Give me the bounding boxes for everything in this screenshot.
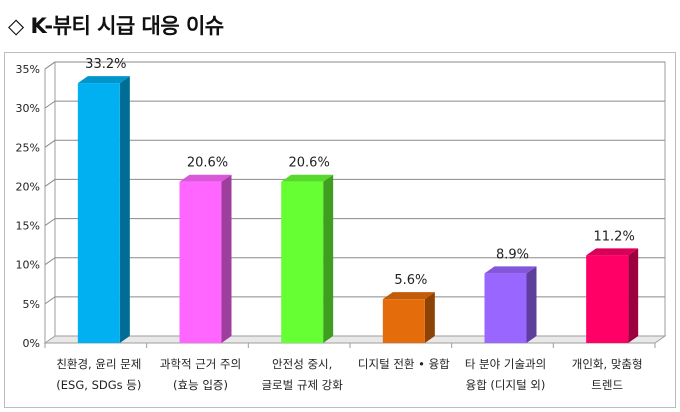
bar	[484, 266, 537, 343]
category-label: 안전성 중시,	[272, 357, 332, 371]
gridline	[44, 296, 665, 305]
gridline	[44, 178, 665, 187]
category-label: 과학적 근거 주의	[160, 357, 241, 371]
category-label: 친환경, 윤리 문제	[56, 357, 141, 371]
gridlines	[44, 61, 665, 305]
bar	[586, 248, 639, 343]
data-label: 11.2%	[594, 229, 635, 244]
page-title: ◇ K-뷰티 시급 대응 이슈	[8, 14, 224, 38]
data-labels: 33.2% 20.6% 20.6% 5.6% 8.9% 11.2%	[85, 57, 635, 288]
chart-walls	[43, 61, 667, 344]
data-label: 5.6%	[394, 273, 427, 288]
gridline	[44, 257, 665, 266]
gridline	[44, 100, 665, 109]
category-label: 트렌드	[591, 378, 623, 392]
y-tick-label: 0%	[23, 337, 40, 350]
data-label: 20.6%	[187, 156, 228, 171]
gridline	[44, 218, 665, 226]
y-tick-label: 5%	[23, 298, 40, 311]
y-tick-label: 25%	[16, 141, 40, 154]
data-label: 33.2%	[85, 57, 126, 72]
gridline	[44, 61, 665, 70]
category-label: 개인화, 맞춤형	[572, 357, 643, 371]
category-label: (효능 입증)	[173, 378, 228, 392]
bar	[77, 76, 130, 343]
back-wall	[54, 61, 666, 337]
y-tick-label: 15%	[16, 220, 40, 233]
bars	[77, 76, 639, 343]
bar-chart: 0% 5% 10% 15% 20% 25% 30% 35% 33.2% 20.6% 20.6% 5.…	[16, 57, 667, 392]
gridline	[44, 139, 665, 148]
y-tick-label: 10%	[16, 259, 40, 272]
bar	[382, 292, 435, 343]
data-label: 20.6%	[289, 156, 330, 171]
category-label: 디지털 전환 • 융합	[358, 357, 450, 371]
category-label: 타 분야 기술과의	[465, 357, 546, 371]
y-axis: 0% 5% 10% 15% 20% 25% 30% 35%	[16, 63, 40, 350]
bar	[179, 174, 232, 343]
floor	[43, 335, 667, 344]
category-labels: 친환경, 윤리 문제 (ESG, SDGs 등) 과학적 근거 주의 (효능 입증) 안…	[44, 343, 656, 392]
category-label: 융합 (디지털 외)	[466, 378, 546, 392]
y-tick-label: 35%	[16, 63, 40, 76]
category-label: (ESG, SDGs 등)	[56, 378, 141, 392]
bar	[281, 174, 334, 343]
data-label: 8.9%	[496, 247, 529, 262]
y-tick-label: 30%	[16, 102, 40, 115]
y-tick-label: 20%	[16, 180, 40, 193]
category-label: 글로벌 규제 강화	[261, 378, 343, 392]
chart-frame: 0% 5% 10% 15% 20% 25% 30% 35% 33.2% 20.6% 20.6% 5.…	[4, 52, 676, 408]
